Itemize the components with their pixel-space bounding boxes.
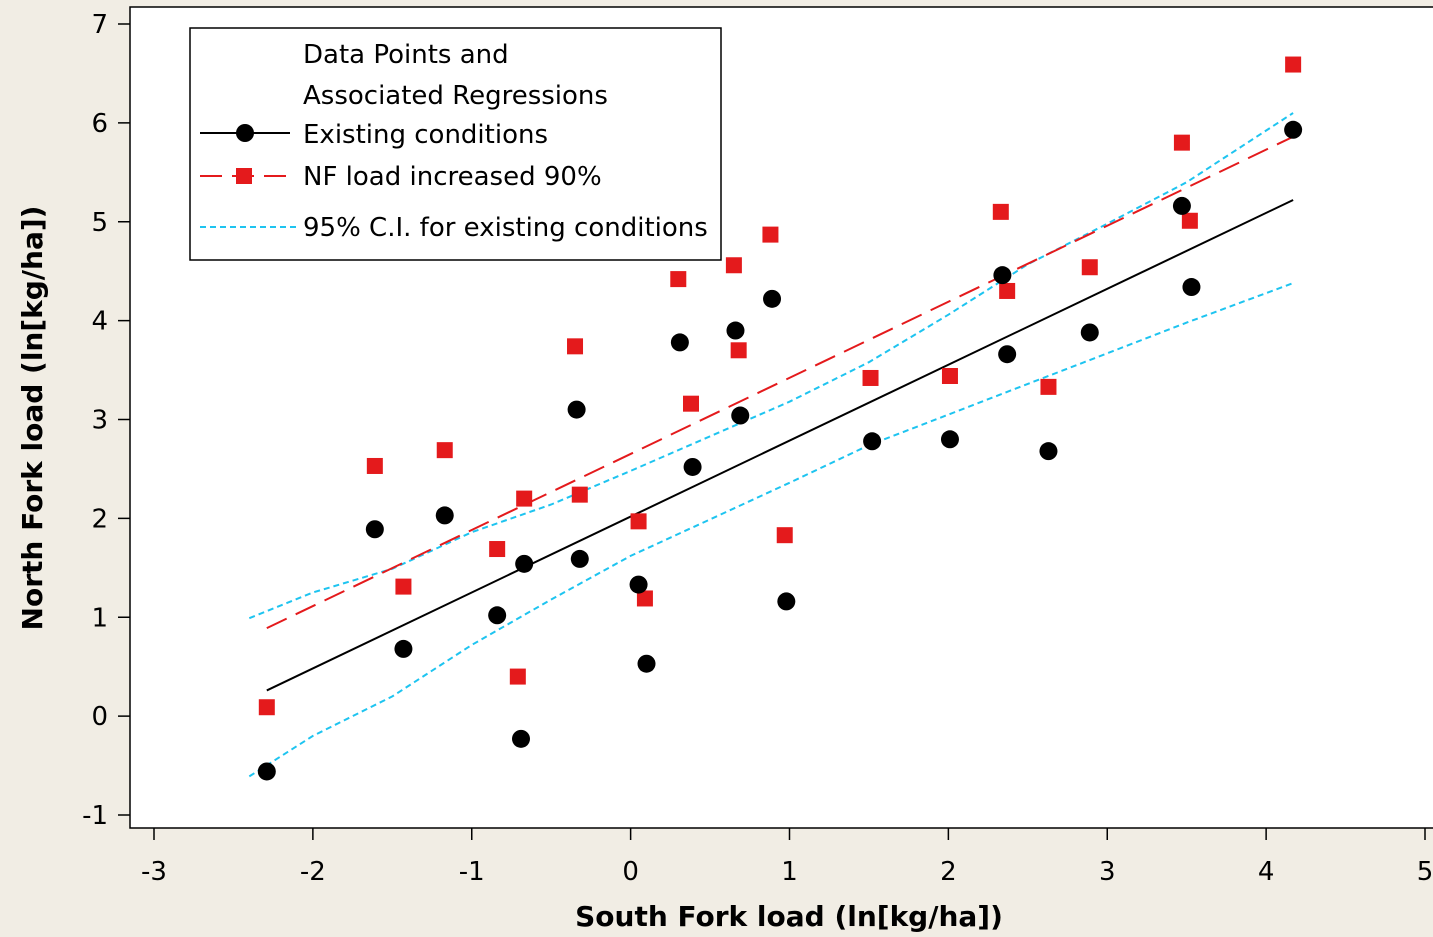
legend-swatch-existing [200,124,290,142]
nf-increased-point-3 [436,442,453,459]
legend-swatch-nf-increased [200,168,290,184]
x-tick-label-1: 1 [781,857,798,887]
nf-increased-regression-line [266,135,1294,630]
nf-increased-point-17 [862,369,879,386]
confidence-interval-lines [248,112,1294,778]
x-tick-label-0: 0 [622,857,639,887]
existing-point-17 [863,432,882,451]
nf-increased-point-18 [941,367,958,384]
y-tick-label-0: 0 [91,702,108,732]
existing-point-12 [683,457,702,476]
nf-increased-point-14 [730,342,747,359]
x-tick-label--2: -2 [300,857,326,887]
nf-increased-point-0 [258,699,275,716]
existing-point-16 [777,592,796,611]
y-tick-label-3: 3 [91,406,108,436]
nf-increased-point-9 [630,513,647,530]
data-markers [257,56,1303,781]
axes: -3 -2 -1 0 1 2 3 4 5 -1 0 1 2 3 4 5 6 7 [82,10,1433,887]
x-tick-label-4: 4 [1258,857,1275,887]
nf-increased-point-22 [1081,259,1098,276]
y-tick-label-7: 7 [91,10,108,40]
existing-point-25 [1284,120,1303,139]
nf-increased-point-21 [1040,378,1057,395]
ci-lower-line [248,282,1294,778]
existing-point-8 [570,549,589,568]
nf-increased-point-5 [509,668,526,685]
existing-point-4 [488,606,507,625]
y-tick-label-4: 4 [91,307,108,337]
existing-point-6 [515,554,534,573]
x-tick-label--3: -3 [141,857,167,887]
existing-regression-line [266,199,1294,692]
nf-increased-point-23 [1173,134,1190,151]
existing-point-14 [731,406,750,425]
legend-box [189,27,722,261]
existing-point-2 [394,639,413,658]
nf-increased-point-10 [636,590,653,607]
x-tick-label--1: -1 [459,857,485,887]
x-tick-label-2: 2 [940,857,957,887]
nf-increased-point-16 [776,527,793,544]
existing-point-11 [670,333,689,352]
existing-point-1 [365,520,384,539]
y-axis-title: North Fork load (ln[kg/ha]) [16,206,49,631]
nf-increased-point-12 [682,395,699,412]
existing-point-3 [435,506,454,525]
x-tick-label-3: 3 [1099,857,1116,887]
ci-upper-line [248,112,1294,620]
nf-increased-point-2 [395,578,412,595]
nf-increased-point-25 [1285,56,1302,73]
nf-increased-point-7 [567,338,584,355]
existing-point-24 [1182,278,1201,297]
legend-label-nf-increased: NF load increased 90% [303,162,602,192]
existing-point-21 [1039,442,1058,461]
existing-point-19 [993,266,1012,285]
x-tick-label-5: 5 [1417,857,1433,887]
existing-point-7 [567,400,586,419]
nf-increased-point-6 [516,490,533,507]
existing-point-13 [726,321,745,340]
y-tick-label--1: -1 [82,801,108,831]
existing-point-18 [940,430,959,449]
nf-increased-point-15 [762,226,779,243]
y-tick-label-1: 1 [91,603,108,633]
legend-label-ci: 95% C.I. for existing conditions [303,213,708,243]
nf-increased-point-1 [366,457,383,474]
legend-title-line-1: Data Points and [303,40,509,70]
y-tick-label-6: 6 [91,109,108,139]
existing-point-15 [763,289,782,308]
existing-point-20 [998,345,1017,364]
existing-point-0 [257,762,276,781]
y-tick-label-2: 2 [91,504,108,534]
existing-point-22 [1080,323,1099,342]
nf-increased-point-13 [725,257,742,274]
x-axis-title: South Fork load (ln[kg/ha]) [575,900,1003,933]
existing-point-10 [637,654,656,673]
legend-marker-nf-increased [236,168,252,184]
nf-increased-point-4 [489,541,506,558]
nf-increased-point-20 [999,282,1016,299]
existing-point-9 [629,575,648,594]
regression-lines [266,135,1294,692]
nf-increased-point-11 [670,271,687,288]
nf-increased-point-8 [571,486,588,503]
legend: Data Points and Associated Regressions E… [189,27,722,261]
y-tick-label-5: 5 [91,208,108,238]
legend-label-existing: Existing conditions [303,120,548,150]
nf-increased-point-19 [992,203,1009,220]
existing-point-5 [512,729,531,748]
existing-point-23 [1172,196,1191,215]
legend-title-line-2: Associated Regressions [303,81,608,111]
nf-increased-point-24 [1181,212,1198,229]
legend-marker-existing [236,124,254,142]
